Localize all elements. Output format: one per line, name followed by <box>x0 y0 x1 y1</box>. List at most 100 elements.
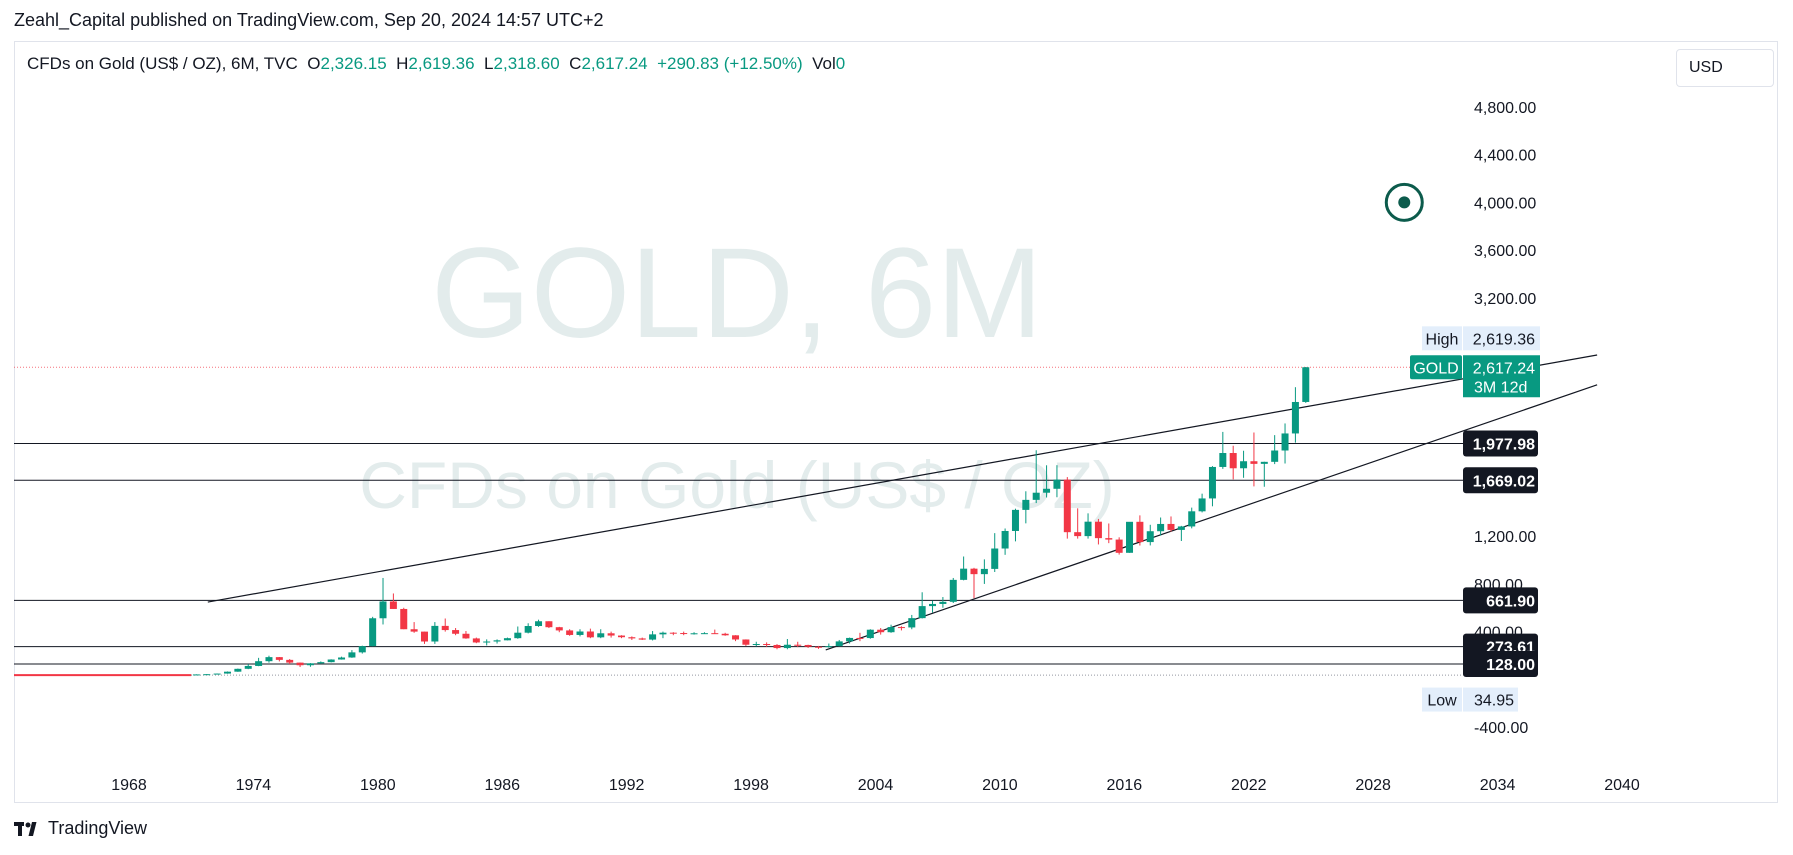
candle-body <box>483 641 491 643</box>
candle <box>980 559 988 584</box>
candle-body <box>1229 453 1237 469</box>
low-label-tag-bg <box>1422 687 1462 712</box>
legend-volume-label: Vol <box>812 54 836 73</box>
candle <box>991 533 999 572</box>
candle-body <box>711 633 719 635</box>
candle-body <box>545 621 553 628</box>
candle-body <box>1084 521 1092 537</box>
price-tick-label: 4,800.00 <box>1474 100 1536 117</box>
candle <box>1208 466 1216 507</box>
level-price-label: 128.00 <box>1463 651 1538 678</box>
high-label-tag-bg <box>1422 326 1462 351</box>
candle-body <box>1074 532 1082 537</box>
candle <box>659 631 667 639</box>
trendline-upper <box>207 354 1598 603</box>
candle-body <box>1022 499 1030 510</box>
candle-body <box>1281 433 1289 451</box>
candle-body <box>1032 492 1040 500</box>
footer-brand[interactable]: TradingView <box>48 818 148 838</box>
tradingview-logo-icon[interactable] <box>14 821 42 837</box>
candle <box>306 663 314 667</box>
candle-body <box>856 637 864 639</box>
candle <box>711 629 719 635</box>
candle-body <box>203 674 211 676</box>
candle <box>410 622 418 633</box>
legend-low-value: 2,318.60 <box>493 54 560 73</box>
candle-body <box>1136 521 1144 543</box>
symbol-legend: CFDs on Gold (US$ / OZ), 6M, TVC O2,326.… <box>27 54 845 74</box>
candle <box>213 673 221 675</box>
candle-body <box>690 633 698 635</box>
candle-body <box>669 632 677 634</box>
candle <box>1011 508 1019 542</box>
candle-body <box>306 663 314 666</box>
level-label-bg <box>1463 430 1538 457</box>
trendlines <box>207 354 1598 651</box>
candle-body <box>389 601 397 609</box>
candle <box>1188 507 1196 529</box>
candle-body <box>410 629 418 632</box>
candle <box>897 626 905 631</box>
candle-body <box>1146 531 1154 543</box>
time-tick-label: 2040 <box>1604 777 1640 794</box>
candle-body <box>804 644 812 647</box>
candle <box>1094 518 1102 545</box>
candle <box>1074 508 1082 539</box>
level-label-text: 128.00 <box>1486 657 1535 674</box>
time-axis[interactable]: 1968 1974 1980 1986 1992 1998 2004 2010 2016 2022… <box>111 777 1640 794</box>
candle <box>1157 517 1165 536</box>
candle <box>1136 515 1144 546</box>
candle <box>545 621 553 629</box>
candle-body <box>1250 461 1258 464</box>
price-tick-label: 3,600.00 <box>1474 243 1536 260</box>
candles <box>14 366 1310 677</box>
candle <box>929 600 937 613</box>
candle-body <box>503 638 511 641</box>
price-label-countdown: 3M 12d <box>1474 379 1527 396</box>
legend-open-label: O <box>307 54 321 73</box>
time-tick-label: 2022 <box>1231 777 1267 794</box>
candle <box>358 645 366 654</box>
time-tick-label: 1986 <box>484 777 520 794</box>
candle-body <box>1291 401 1299 434</box>
candle <box>441 618 449 632</box>
candle <box>690 632 698 635</box>
time-tick-label: 1968 <box>111 777 147 794</box>
price-tick-label: 1,200.00 <box>1474 529 1536 546</box>
legend-open-value: 2,326.15 <box>320 54 387 73</box>
candle <box>265 655 273 663</box>
candle-body <box>1240 461 1248 469</box>
candle <box>721 632 729 636</box>
candle-body <box>732 635 740 640</box>
candle-body <box>1188 511 1196 527</box>
candle-body <box>1063 479 1071 533</box>
level-price-label: 1,977.98 <box>1463 430 1538 457</box>
candle <box>1167 516 1175 532</box>
price-tick-label: -400.00 <box>1474 720 1528 737</box>
candle-body <box>991 548 999 569</box>
time-tick-label: 2028 <box>1355 777 1391 794</box>
candle <box>1177 525 1185 541</box>
currency-button[interactable]: USD <box>1676 49 1774 87</box>
target-marker <box>1384 182 1424 222</box>
candle-body <box>255 661 263 666</box>
candle <box>327 659 335 663</box>
candle-body <box>1208 466 1216 499</box>
candle-body <box>1001 530 1009 549</box>
candle-body <box>296 662 304 666</box>
time-tick-label: 2016 <box>1107 777 1143 794</box>
candle <box>918 592 926 619</box>
horizontal-levels <box>14 366 1474 676</box>
candle <box>1240 450 1248 478</box>
candle <box>379 577 387 625</box>
candle <box>503 637 511 641</box>
candle <box>576 629 584 637</box>
candle <box>566 629 574 636</box>
candle-body <box>960 568 968 580</box>
candle <box>752 641 760 647</box>
candle <box>535 619 543 627</box>
candle <box>804 644 812 648</box>
candle-body <box>939 601 947 604</box>
candle <box>420 631 428 644</box>
